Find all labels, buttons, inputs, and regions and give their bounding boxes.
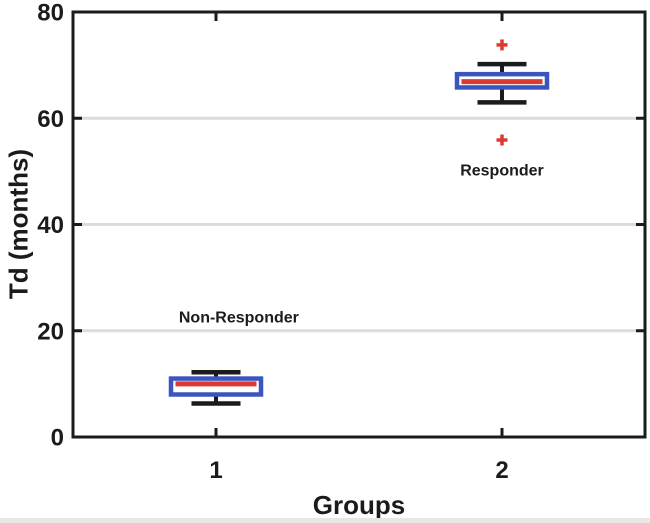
figure-bottom-strip: [0, 518, 650, 523]
annotation-label-1: Responder: [460, 162, 544, 179]
y-tick-label-40: 40: [37, 212, 64, 239]
x-tick-label-1: 1: [209, 457, 222, 484]
y-tick-label-20: 20: [37, 318, 64, 345]
y-axis-label: Td (months): [3, 148, 34, 300]
box-group-1: [168, 376, 264, 397]
y-tick-label-0: 0: [51, 425, 64, 452]
y-tick-label-80: 80: [37, 0, 64, 27]
annotation-label-0: Non-Responder: [179, 309, 299, 326]
y-tick-label-60: 60: [37, 106, 64, 133]
axes-frame: [71, 10, 647, 439]
x-axis-label: Groups: [312, 490, 406, 520]
x-tick-label-2: 2: [495, 457, 508, 484]
